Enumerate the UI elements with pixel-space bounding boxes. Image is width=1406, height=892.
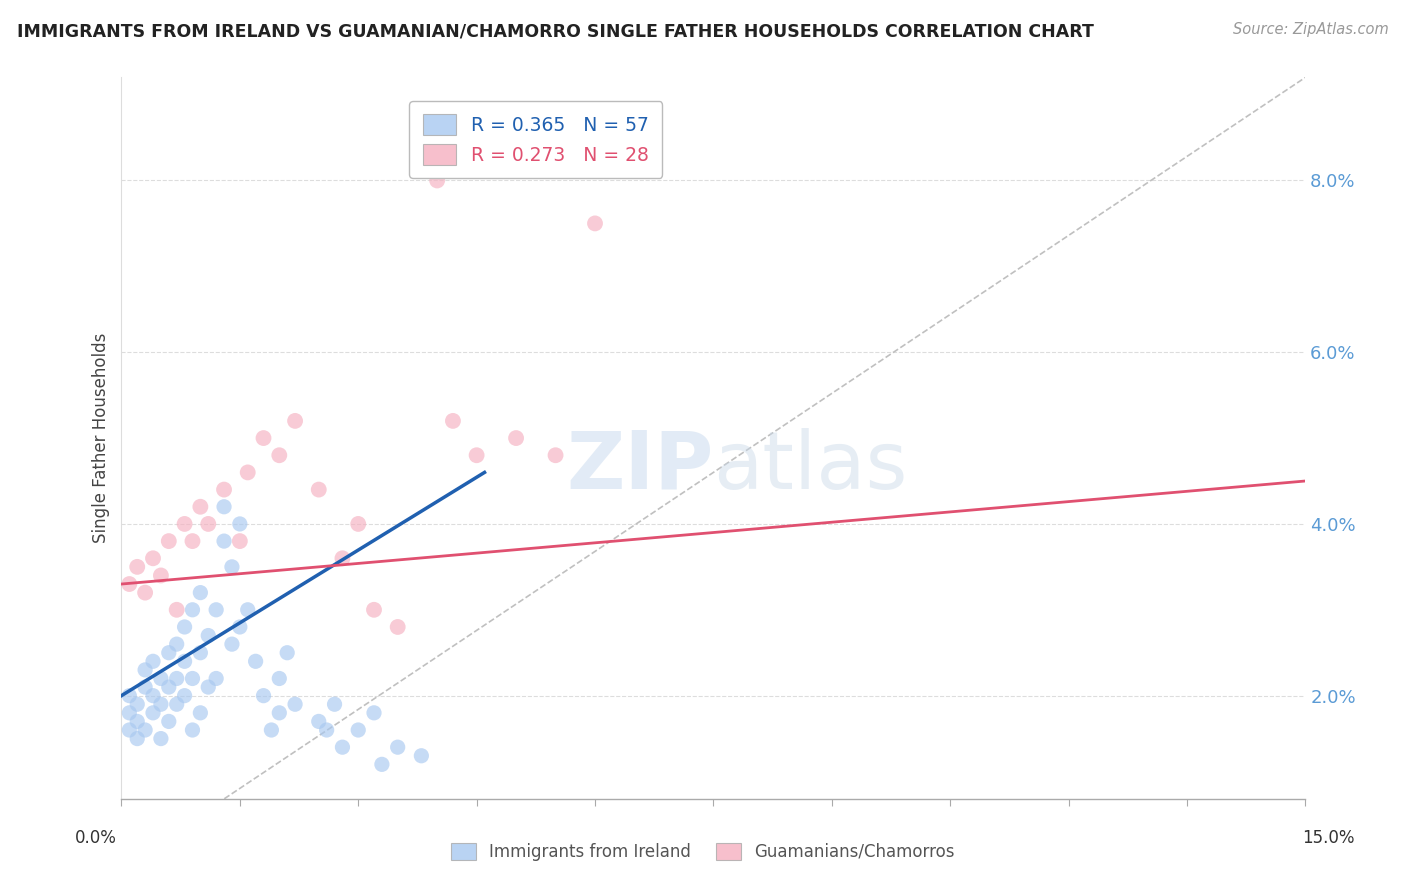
Point xyxy=(157,534,180,549)
Point xyxy=(149,568,172,582)
Point xyxy=(363,706,385,720)
Point xyxy=(212,483,235,497)
Point xyxy=(229,620,252,634)
Point xyxy=(252,431,274,445)
Point xyxy=(134,723,156,737)
Point xyxy=(166,698,188,712)
Text: ZIP: ZIP xyxy=(567,428,713,506)
Point xyxy=(142,689,165,703)
Point xyxy=(411,748,433,763)
Text: Source: ZipAtlas.com: Source: ZipAtlas.com xyxy=(1233,22,1389,37)
Point xyxy=(260,723,283,737)
Point xyxy=(166,672,188,686)
Point xyxy=(276,646,298,660)
Point xyxy=(221,637,243,651)
Point xyxy=(583,216,606,230)
Point xyxy=(332,551,354,566)
Point xyxy=(118,723,141,737)
Point xyxy=(190,646,212,660)
Point xyxy=(149,731,172,746)
Point xyxy=(173,689,195,703)
Point xyxy=(181,603,204,617)
Legend: R = 0.365   N = 57, R = 0.273   N = 28: R = 0.365 N = 57, R = 0.273 N = 28 xyxy=(409,101,662,178)
Point xyxy=(190,585,212,599)
Point xyxy=(181,534,204,549)
Point xyxy=(127,698,149,712)
Point xyxy=(269,706,291,720)
Point xyxy=(157,646,180,660)
Point xyxy=(347,516,370,531)
Point xyxy=(284,698,307,712)
Point xyxy=(363,603,385,617)
Point xyxy=(190,706,212,720)
Point xyxy=(134,680,156,694)
Point xyxy=(118,577,141,591)
Point xyxy=(190,500,212,514)
Point xyxy=(387,620,409,634)
Point xyxy=(236,603,259,617)
Point xyxy=(371,757,394,772)
Point xyxy=(315,723,337,737)
Legend: Immigrants from Ireland, Guamanians/Chamorros: Immigrants from Ireland, Guamanians/Cham… xyxy=(444,836,962,868)
Point xyxy=(134,663,156,677)
Point xyxy=(229,534,252,549)
Point xyxy=(465,448,488,462)
Point xyxy=(212,534,235,549)
Point xyxy=(149,698,172,712)
Point xyxy=(205,603,228,617)
Point xyxy=(134,585,156,599)
Point xyxy=(142,551,165,566)
Point xyxy=(181,723,204,737)
Text: atlas: atlas xyxy=(713,428,908,506)
Text: 0.0%: 0.0% xyxy=(75,829,117,847)
Point xyxy=(127,731,149,746)
Point xyxy=(308,714,330,729)
Point xyxy=(173,516,195,531)
Point xyxy=(229,516,252,531)
Point xyxy=(118,706,141,720)
Y-axis label: Single Father Households: Single Father Households xyxy=(93,333,110,543)
Point xyxy=(426,173,449,187)
Point xyxy=(197,680,219,694)
Text: IMMIGRANTS FROM IRELAND VS GUAMANIAN/CHAMORRO SINGLE FATHER HOUSEHOLDS CORRELATI: IMMIGRANTS FROM IRELAND VS GUAMANIAN/CHA… xyxy=(17,22,1094,40)
Point xyxy=(245,654,267,668)
Point xyxy=(166,603,188,617)
Point xyxy=(149,672,172,686)
Point xyxy=(236,466,259,480)
Point xyxy=(441,414,464,428)
Point xyxy=(308,483,330,497)
Point xyxy=(323,698,346,712)
Point xyxy=(157,714,180,729)
Point xyxy=(127,714,149,729)
Point xyxy=(544,448,567,462)
Point xyxy=(205,672,228,686)
Point xyxy=(197,516,219,531)
Point xyxy=(252,689,274,703)
Point xyxy=(347,723,370,737)
Point xyxy=(118,689,141,703)
Point xyxy=(142,654,165,668)
Point xyxy=(197,629,219,643)
Point xyxy=(181,672,204,686)
Text: 15.0%: 15.0% xyxy=(1302,829,1355,847)
Point xyxy=(142,706,165,720)
Point xyxy=(173,654,195,668)
Point xyxy=(505,431,527,445)
Point xyxy=(221,559,243,574)
Point xyxy=(166,637,188,651)
Point xyxy=(212,500,235,514)
Point xyxy=(332,740,354,755)
Point xyxy=(127,559,149,574)
Point xyxy=(157,680,180,694)
Point xyxy=(284,414,307,428)
Point xyxy=(269,672,291,686)
Point xyxy=(269,448,291,462)
Point xyxy=(387,740,409,755)
Point xyxy=(173,620,195,634)
